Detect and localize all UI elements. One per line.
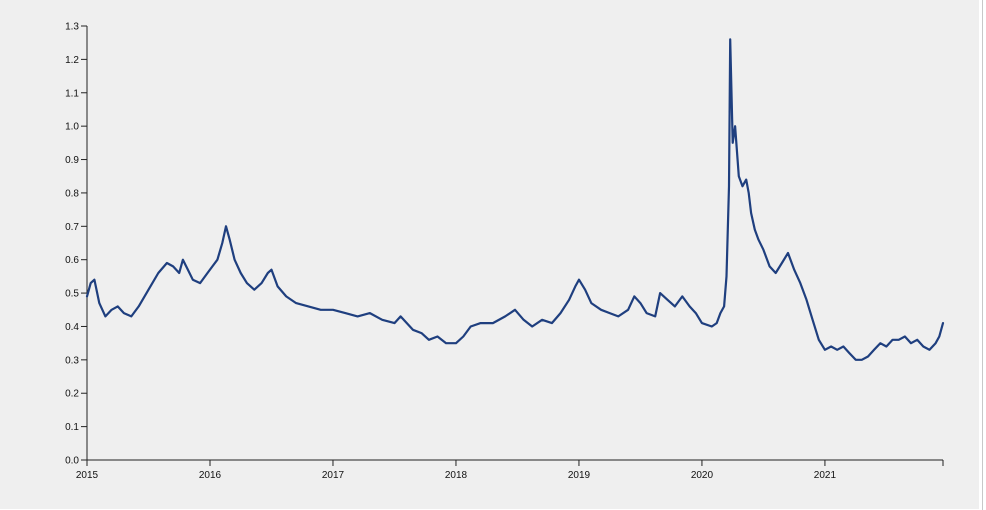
y-tick-label: 0.6 xyxy=(65,255,79,266)
y-tick-label: 0.1 xyxy=(65,422,79,433)
x-tick-label: 2017 xyxy=(322,470,345,481)
y-tick-label: 0.4 xyxy=(65,322,79,333)
y-tick-label: 0.8 xyxy=(65,188,79,199)
y-tick-label: 1.0 xyxy=(65,122,79,133)
x-tick-label: 2020 xyxy=(691,470,714,481)
window-edge xyxy=(982,0,983,510)
x-tick-label: 2016 xyxy=(199,470,222,481)
series-layer xyxy=(85,38,945,361)
x-axis: 2015 2016 2017 2018 2019 2020 2021 xyxy=(76,459,944,481)
y-tick-label: 0.2 xyxy=(65,389,79,400)
series-line xyxy=(85,38,945,361)
y-tick-label: 1.3 xyxy=(65,22,79,33)
y-tick-label: 1.2 xyxy=(65,55,79,66)
x-tick-label: 2021 xyxy=(814,470,837,481)
y-axis: 0.0 0.1 0.2 0.3 0.4 0.5 0.6 0.7 0.8 0.9 1.0 1.1 1.2 1… xyxy=(65,22,88,467)
x-tick-label: 2015 xyxy=(76,470,99,481)
x-tick-label: 2019 xyxy=(568,470,591,481)
y-tick-label: 0.3 xyxy=(65,355,79,366)
y-tick-label: 0.5 xyxy=(65,289,79,300)
y-tick-label: 0.7 xyxy=(65,222,79,233)
y-tick-label: 0.9 xyxy=(65,155,79,166)
y-tick-label: 0.0 xyxy=(65,456,79,467)
x-tick-label: 2018 xyxy=(445,470,468,481)
y-tick-label: 1.1 xyxy=(65,88,79,99)
